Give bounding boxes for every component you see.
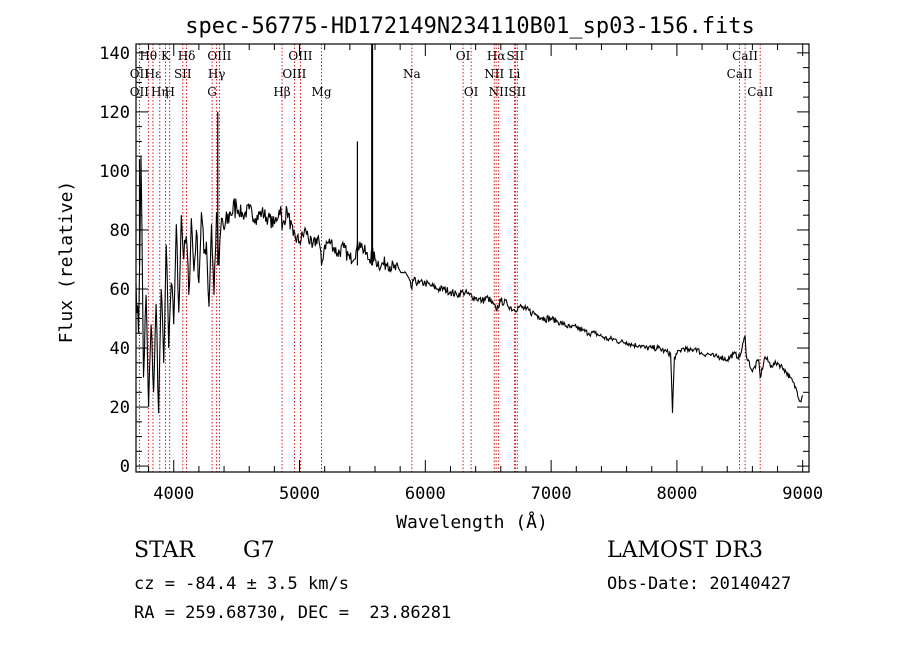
x-tick-label-1: 5000 — [279, 484, 320, 504]
line-label-23: Li — [508, 67, 520, 81]
y-tick-label-7: 140 — [99, 44, 130, 64]
line-label-17: OI — [456, 49, 471, 63]
spectral-subclass: G7 — [243, 538, 275, 563]
y-axis: 0 20 40 60 80 100 120 140 — [99, 44, 809, 477]
line-label-25: CaII — [732, 49, 758, 63]
spectrum-line — [135, 156, 804, 414]
line-label-6: H — [164, 85, 174, 99]
spectrum-series — [135, 44, 804, 414]
line-label-26: CaII — [727, 67, 753, 81]
survey-label: LAMOST DR3 — [607, 538, 763, 563]
line-label-5: K — [161, 49, 171, 63]
y-tick-label-1: 20 — [110, 398, 130, 418]
line-label-13: OIII — [288, 49, 312, 63]
x-tick-label-2: 6000 — [405, 484, 446, 504]
line-label-24: SII — [508, 85, 526, 99]
line-label-22: SII — [507, 49, 525, 63]
redshift-text: cz = -84.4 ± 3.5 km/s — [134, 574, 349, 594]
coordinates-text: RA = 259.68730, DEC = 23.86281 — [134, 603, 452, 623]
line-label-15: Mg — [312, 85, 332, 99]
x-tick-label-4: 8000 — [656, 484, 697, 504]
line-label-0: Hθ — [139, 49, 157, 63]
line-label-3: Hε — [145, 67, 162, 81]
y-tick-label-3: 60 — [110, 280, 130, 300]
plot-frame — [135, 43, 810, 473]
line-label-2: OII — [130, 85, 150, 99]
line-label-19: Hα — [487, 49, 506, 63]
line-label-20: NII — [484, 67, 504, 81]
line-label-16: Na — [403, 67, 421, 81]
line-label-7: Hδ — [178, 49, 196, 63]
x-tick-label-0: 4000 — [153, 484, 194, 504]
line-label-12: Hβ — [273, 85, 290, 99]
obs-date: Obs-Date: 20140427 — [607, 574, 792, 594]
y-axis-label: Flux (relative) — [56, 181, 77, 344]
line-label-18: OI — [464, 85, 479, 99]
line-label-8: SII — [174, 67, 192, 81]
line-label-21: NII — [489, 85, 509, 99]
chart-title: spec-56775-HD172149N234110B01_sp03-156.f… — [185, 14, 755, 39]
object-type: STAR — [134, 538, 195, 563]
line-label-1: OII — [130, 67, 150, 81]
x-tick-label-3: 7000 — [531, 484, 572, 504]
line-label-9: OIII — [207, 49, 231, 63]
line-label-10: Hγ — [208, 67, 226, 81]
x-axis: 4000 5000 6000 7000 8000 9000 — [148, 44, 823, 504]
x-axis-label: Wavelength (Å) — [396, 511, 548, 533]
y-tick-label-4: 80 — [110, 221, 130, 241]
x-tick-label-5: 9000 — [782, 484, 823, 504]
y-tick-label-0: 0 — [120, 457, 130, 477]
y-tick-label-2: 40 — [110, 339, 130, 359]
line-label-11: G — [207, 85, 217, 99]
line-label-4: Hη — [151, 85, 169, 99]
line-label-27: CaII — [747, 85, 773, 99]
y-tick-label-5: 100 — [99, 162, 130, 182]
line-label-14: OIII — [282, 67, 306, 81]
y-tick-label-6: 120 — [99, 103, 130, 123]
